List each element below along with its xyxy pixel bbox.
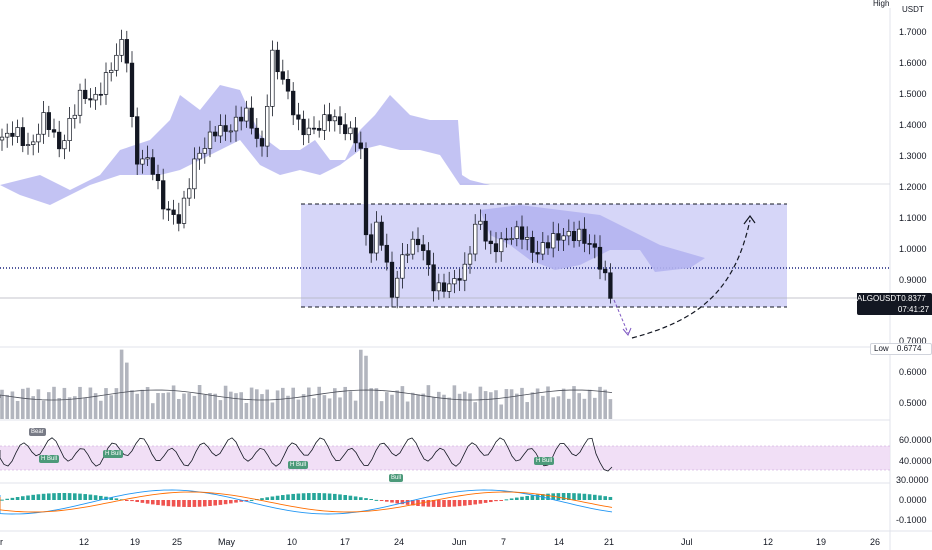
date-tick: 10	[287, 537, 297, 547]
ichimoku-cloud	[0, 85, 705, 272]
projection-arrow-head	[743, 214, 756, 225]
hidden-bull-divergence-label: H Bull	[103, 450, 124, 458]
price-pane	[0, 29, 890, 339]
price-tick: 1.2000	[899, 182, 927, 192]
rsi-line	[0, 437, 613, 472]
date-tick: 25	[172, 537, 182, 547]
date-tick: 14	[554, 537, 564, 547]
projection-dashed-arrow	[631, 219, 751, 339]
bull-divergence-label: Bull	[389, 474, 404, 482]
rsi-tick: 60.0000	[899, 435, 932, 445]
bear-divergence-label: Bear	[29, 428, 46, 436]
date-tick: 19	[130, 537, 140, 547]
candle-countdown: 07:41:27	[895, 304, 932, 315]
price-tick: 1.6000	[899, 58, 927, 68]
rsi-tick: 30.0000	[896, 475, 929, 485]
volume-tick: 0.5000	[899, 398, 927, 408]
high-label: High	[873, 0, 890, 8]
hidden-bull-divergence-label: H Bull	[39, 455, 60, 463]
hidden-bull-divergence-label: H Bull	[288, 461, 309, 469]
candles	[0, 29, 613, 309]
date-tick: 7	[501, 537, 506, 547]
price-tick: 1.5000	[899, 89, 927, 99]
rsi-tick: 40.0000	[899, 456, 932, 466]
price-tick: 1.1000	[899, 213, 927, 223]
date-tick: 17	[340, 537, 350, 547]
symbol-label: ALGOUSDT	[857, 293, 902, 304]
price-tick: 0.9000	[899, 275, 927, 285]
drop-arrow-head	[622, 327, 632, 336]
date-tick: 19	[816, 537, 826, 547]
currency-label: USDT	[902, 5, 924, 14]
low-label: Low	[874, 344, 889, 353]
price-tick: 1.7000	[899, 27, 927, 37]
hidden-bull-divergence-label: H Bull	[534, 457, 555, 465]
price-axis: 1.7000 1.6000 1.5000 1.4000 1.3000 1.200…	[896, 27, 932, 525]
price-tick: 1.0000	[899, 244, 927, 254]
macd-tick: 0.0000	[899, 495, 927, 505]
volume-pane	[0, 349, 613, 419]
drop-dashed-arrow	[613, 299, 629, 334]
current-price-tag: ALGOUSDT 0.8377 07:41:27	[857, 293, 932, 315]
price-tick: 1.4000	[899, 120, 927, 130]
price-tick: 0.7000	[899, 336, 927, 346]
price-tick: 1.3000	[899, 151, 927, 161]
date-tick: Jun	[452, 537, 467, 547]
volume-tick: 0.6000	[899, 367, 927, 377]
current-price-value: 0.8377	[901, 294, 926, 303]
rsi-pane	[0, 437, 890, 472]
low-value: 0.6774	[896, 344, 922, 353]
macd-tick: -0.1000	[896, 515, 927, 525]
low-price-tag: Low 0.6774	[870, 343, 932, 355]
date-tick: 21	[604, 537, 614, 547]
date-tick: 26	[870, 537, 880, 547]
high-price-tag: High	[870, 0, 930, 8]
date-tick: r	[0, 537, 3, 547]
date-tick: May	[218, 537, 236, 547]
date-tick: 24	[394, 537, 404, 547]
date-tick: 12	[763, 537, 773, 547]
macd-pane	[0, 489, 613, 515]
date-axis: r 12 19 25 May 10 17 24 Jun 7 14 21 Jul …	[0, 537, 880, 547]
date-tick: Jul	[681, 537, 693, 547]
rsi-band	[0, 446, 890, 470]
date-tick: 12	[79, 537, 89, 547]
